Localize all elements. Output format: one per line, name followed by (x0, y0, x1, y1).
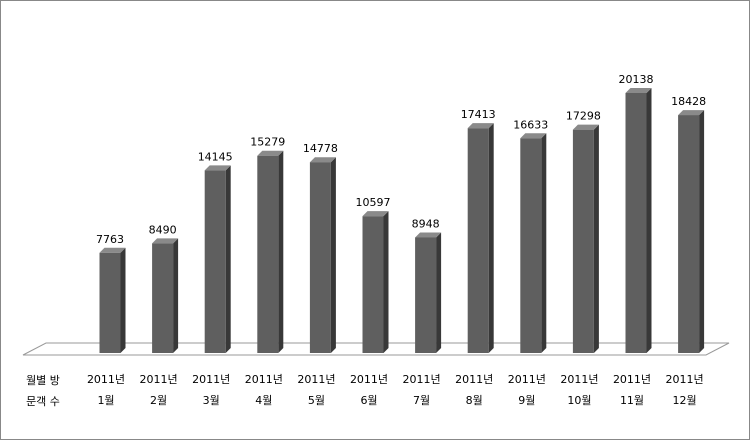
value-label: 20138 (619, 73, 654, 86)
series-label: 월별 방문객 수 (26, 374, 60, 408)
x-tick-label: 2월 (150, 394, 167, 407)
x-tick-label: 7월 (413, 394, 430, 407)
bar-side (173, 238, 179, 353)
x-tick-label: 2011년 (666, 373, 704, 386)
x-tick-label: 2011년 (245, 373, 283, 386)
bar (309, 162, 331, 353)
bar-top (572, 124, 599, 130)
value-label: 16633 (513, 118, 548, 131)
bar-top (309, 157, 336, 163)
value-label: 7763 (96, 233, 124, 246)
bar (257, 155, 279, 353)
x-tick-label: 4월 (255, 394, 272, 407)
value-label: 8948 (412, 217, 440, 230)
bar-side (383, 211, 389, 353)
bar-side (436, 232, 442, 353)
bar (467, 128, 489, 353)
value-label: 10597 (356, 196, 391, 209)
bar-top (152, 238, 179, 244)
bar-side (541, 133, 547, 353)
bar-top (204, 165, 231, 171)
bar-side (278, 150, 284, 353)
bar-side (488, 123, 494, 353)
x-tick-label: 2011년 (87, 373, 125, 386)
x-tick-label: 5월 (308, 394, 325, 407)
x-tick-label: 8월 (466, 394, 483, 407)
bar (204, 170, 226, 353)
bar (152, 243, 174, 353)
x-tick-label: 3월 (203, 394, 220, 407)
bar (520, 138, 542, 353)
bar (678, 115, 700, 353)
value-label: 18428 (671, 95, 706, 108)
x-tick-label: 2011년 (297, 373, 335, 386)
value-label: 15279 (250, 136, 285, 149)
bar-side (646, 88, 652, 353)
bar-top (520, 133, 547, 139)
x-tick-label: 1월 (97, 394, 114, 407)
bar-top (99, 247, 126, 253)
bar-side (120, 247, 126, 353)
x-tick-label: 10월 (567, 394, 591, 407)
bar (99, 252, 121, 353)
bar (362, 216, 384, 353)
bar-side (330, 157, 336, 353)
x-tick-label: 2011년 (403, 373, 441, 386)
x-tick-label: 11월 (620, 394, 644, 407)
bar (415, 237, 437, 353)
bar-top (678, 110, 705, 116)
bar-top (415, 232, 442, 238)
value-label: 17298 (566, 110, 601, 123)
bar-top (257, 150, 284, 156)
x-tick-label: 2011년 (613, 373, 651, 386)
value-label: 14778 (303, 142, 338, 155)
x-tick-label: 2011년 (560, 373, 598, 386)
value-label: 14145 (198, 150, 233, 163)
x-tick-label: 2011년 (455, 373, 493, 386)
x-tick-label: 9월 (518, 394, 535, 407)
bar-side (699, 110, 705, 353)
bar-top (362, 211, 389, 217)
bar (625, 93, 647, 353)
x-tick-label: 12월 (673, 394, 697, 407)
bar-side (225, 165, 231, 353)
value-label: 17413 (461, 108, 496, 121)
x-tick-label: 2011년 (140, 373, 178, 386)
bar-side (593, 124, 599, 354)
x-tick-label: 6월 (360, 394, 377, 407)
bar-top (625, 88, 652, 93)
x-tick-label: 2011년 (350, 373, 388, 386)
x-tick-label: 2011년 (508, 373, 546, 386)
x-tick-label: 2011년 (192, 373, 230, 386)
bar-top (467, 123, 494, 129)
value-label: 8490 (149, 223, 177, 236)
bar (572, 129, 594, 353)
